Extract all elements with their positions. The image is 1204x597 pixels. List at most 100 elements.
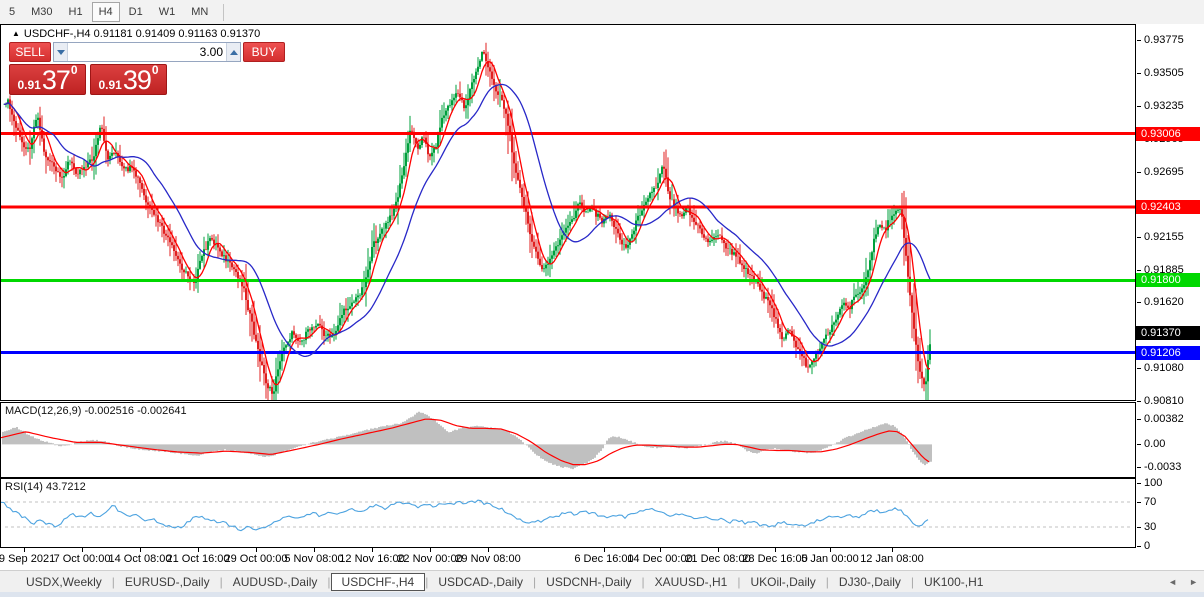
triangle-down-icon: [56, 49, 65, 55]
macd-tick-0.00382: 0.00382: [1137, 412, 1184, 425]
sell-price-button[interactable]: 0.91 37 0: [9, 64, 86, 95]
date-label: 21 Oct 16:00: [166, 553, 230, 565]
chart-tab-usdcnh-daily[interactable]: USDCNH-,Daily: [546, 574, 632, 589]
tabs-scroll-left-icon[interactable]: ◄: [1168, 577, 1178, 587]
tab-separator: |: [425, 574, 429, 589]
tab-separator: |: [111, 574, 115, 589]
main-chart-panel[interactable]: ▲ USDCHF-,H4 0.91181 0.91409 0.91163 0.91…: [0, 24, 1136, 401]
timeframe-button-w1[interactable]: W1: [152, 2, 183, 22]
price-axis[interactable]: 0.937750.935050.932350.929650.926950.921…: [1136, 24, 1204, 552]
volume-decrease-button[interactable]: [54, 43, 68, 61]
price-tick-0.91620: 0.91620: [1137, 296, 1184, 309]
macd-tick-0.00: 0.00: [1136, 438, 1166, 451]
date-tick-mark: [775, 548, 776, 552]
tabs-scroll-right-icon[interactable]: ►: [1189, 577, 1198, 587]
price-tick-0.93505: 0.93505: [1137, 67, 1184, 80]
date-tick-mark: [830, 548, 831, 552]
chart-tab-bar: USDX,Weekly | EURUSD-,Daily | AUDUSD-,Daily |…: [0, 570, 1204, 592]
volume-input[interactable]: [68, 43, 226, 61]
chart-tab-usdchf-h4[interactable]: USDCHF-,H4: [330, 572, 426, 591]
date-tick-mark: [430, 548, 431, 552]
tab-separator: |: [825, 574, 829, 589]
price-tick-0.91080: 0.91080: [1137, 362, 1184, 374]
date-tick-mark: [892, 548, 893, 552]
chart-tab-xauusd-h1[interactable]: XAUUSD-,H1: [654, 574, 728, 589]
tab-scroll-arrows: ◄ ►: [1168, 571, 1198, 593]
date-tick-mark: [198, 548, 199, 552]
collapse-triangle-icon[interactable]: ▲: [12, 29, 20, 38]
date-tick-mark: [140, 548, 141, 552]
toolbar-separator: [223, 3, 225, 21]
price-tick-0.90810: 0.90810: [1137, 394, 1184, 407]
buy-price-superscript: 0: [151, 63, 159, 77]
date-tick-mark: [372, 548, 373, 552]
rsi-indicator-panel[interactable]: RSI(14) 43.7212: [0, 478, 1136, 548]
chart-tab-ukoil-daily[interactable]: UKOil-,Daily: [750, 574, 816, 589]
date-label: 29 Sep 2021: [0, 553, 56, 565]
date-label: 7 Oct 00:00: [53, 553, 111, 565]
timeframe-button-d1[interactable]: D1: [122, 2, 150, 22]
line-price-badge-0.92403: 0.92403: [1136, 200, 1200, 215]
chart-tab-audusd-daily[interactable]: AUDUSD-,Daily: [232, 574, 318, 589]
macd-indicator-panel[interactable]: MACD(12,26,9) -0.002516 -0.002641: [0, 402, 1136, 478]
date-label: 29 Nov 08:00: [455, 553, 521, 565]
date-label: 12 Nov 16:00: [339, 553, 405, 565]
date-label: 14 Oct 08:00: [108, 553, 172, 565]
chart-tab-usdcad-daily[interactable]: USDCAD-,Daily: [438, 574, 524, 589]
tab-separator: |: [327, 574, 331, 589]
rsi-label: RSI(14) 43.7212: [5, 481, 86, 493]
rsi-chart: [1, 499, 1131, 532]
date-label: 29 Oct 00:00: [224, 553, 288, 565]
timeframe-button-5[interactable]: 5: [2, 2, 22, 22]
chart-tab-usdx-weekly[interactable]: USDX,Weekly: [26, 574, 102, 589]
macd-chart: [1, 411, 932, 470]
timeframe-button-mn[interactable]: MN: [184, 2, 215, 22]
hline-0.93006: [1, 132, 1135, 136]
buy-price-button[interactable]: 0.91 39 0: [90, 64, 167, 95]
price-tick-0.92155: 0.92155: [1137, 231, 1184, 244]
one-click-trading-panel: SELL BUY 0.91 37 0 0.91: [9, 42, 285, 95]
price-chart[interactable]: [1, 25, 1135, 400]
timeframe-button-m30[interactable]: M30: [24, 2, 59, 22]
timeframe-toolbar: 5 M30 H1 H4 D1 W1 MN: [0, 0, 1204, 24]
date-tick-mark: [660, 548, 661, 552]
chart-tab-eurusd-daily[interactable]: EURUSD-,Daily: [124, 574, 210, 589]
date-tick-mark: [718, 548, 719, 552]
date-tick-mark: [82, 548, 83, 552]
buy-button[interactable]: BUY: [243, 42, 285, 62]
line-price-badge-0.93006: 0.93006: [1136, 126, 1200, 141]
sell-price-superscript: 0: [70, 63, 78, 77]
date-label: 5 Jan 00:00: [801, 553, 859, 565]
volume-increase-button[interactable]: [226, 43, 240, 61]
chart-window: ▲ USDCHF-,H4 0.91181 0.91409 0.91163 0.91…: [0, 24, 1204, 597]
date-label: 28 Dec 16:00: [742, 553, 808, 565]
price-tick-0.91885: 0.91885: [1137, 264, 1184, 277]
sell-price-big-digits: 37: [41, 65, 71, 95]
chart-tab-uk100-h1[interactable]: UK100-,H1: [924, 574, 984, 589]
date-label: 12 Jan 08:00: [860, 553, 924, 565]
line-price-badge-0.91206: 0.91206: [1136, 345, 1200, 360]
sell-price-prefix: 0.91: [17, 78, 41, 92]
sell-button[interactable]: SELL: [9, 42, 51, 62]
bottom-strip: [0, 592, 1204, 597]
date-label: 21 Dec 08:00: [685, 553, 751, 565]
current-price-badge: 0.91370: [1136, 325, 1200, 340]
tab-separator: |: [910, 574, 915, 589]
price-tick-0.93775: 0.93775: [1137, 34, 1184, 47]
timeframe-button-h4[interactable]: H4: [91, 2, 120, 22]
rsi-tick-70: 70: [1136, 496, 1157, 508]
rsi-tick-0: 0: [1136, 539, 1151, 552]
tab-separator: |: [737, 574, 741, 589]
line-price-badge-0.91800: 0.91800: [1136, 273, 1200, 288]
date-label: 22 Nov 00:00: [397, 553, 463, 565]
buy-price-prefix: 0.91: [98, 78, 122, 92]
timeframe-button-h1[interactable]: H1: [62, 2, 90, 22]
chart-tab-dj30-daily[interactable]: DJ30-,Daily: [838, 574, 901, 589]
date-label: 5 Nov 08:00: [284, 553, 344, 565]
tab-separator: |: [219, 574, 223, 589]
triangle-up-icon: [229, 49, 238, 55]
date-label: 6 Dec 16:00: [574, 553, 634, 565]
hline-0.918: [1, 278, 1135, 282]
